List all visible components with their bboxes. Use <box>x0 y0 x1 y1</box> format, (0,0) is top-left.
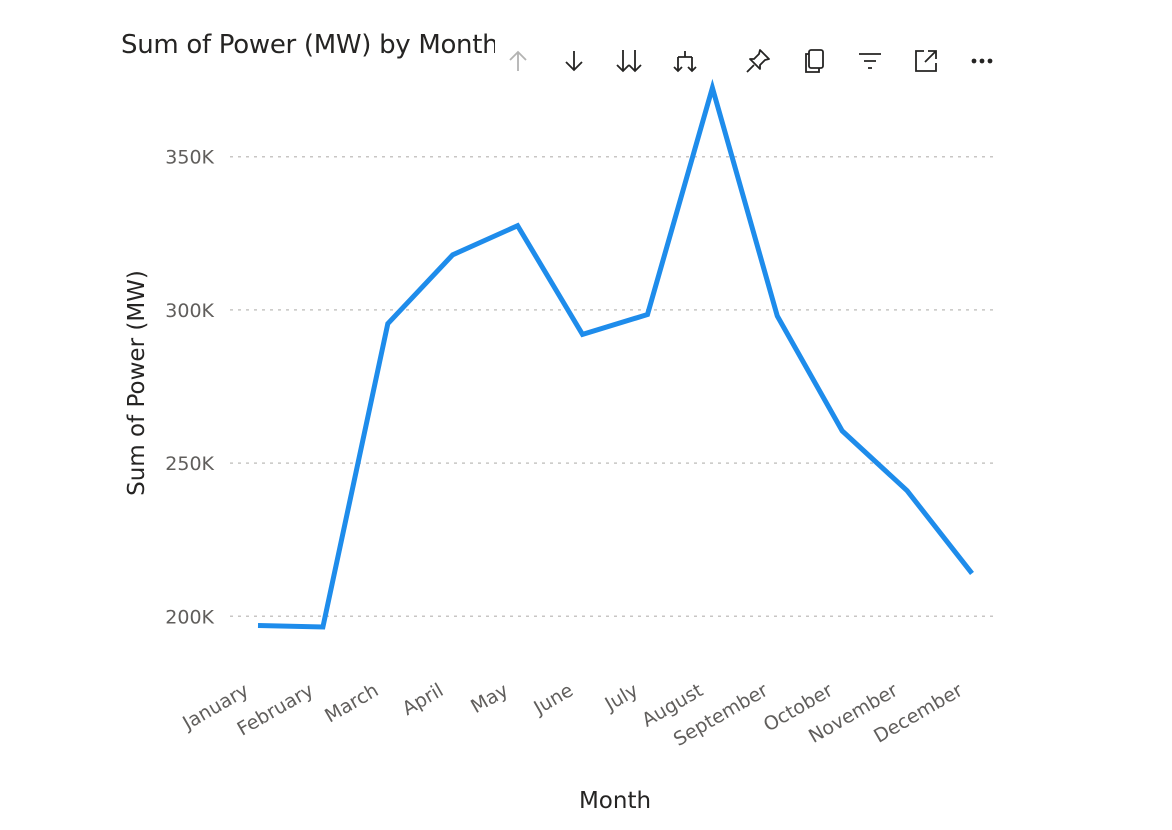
data-point[interactable] <box>512 220 524 232</box>
data-point[interactable] <box>447 249 459 261</box>
drill-up-button[interactable] <box>501 44 535 78</box>
gridlines <box>230 155 996 618</box>
filter-icon <box>859 53 881 69</box>
x-tick-label: March <box>321 679 382 727</box>
copy-icon <box>805 49 824 73</box>
drill-down-button[interactable] <box>557 44 591 78</box>
y-tick-label: 350K <box>165 147 214 169</box>
data-point[interactable] <box>577 328 589 340</box>
x-tick-label: April <box>399 679 448 720</box>
visual-title: Sum of Power (MW) by Month <box>121 30 495 60</box>
x-tick-label: May <box>467 679 512 718</box>
data-point[interactable] <box>771 310 783 322</box>
y-axis-title: Sum of Power (MW) <box>124 270 150 496</box>
more-options-button[interactable] <box>965 44 999 78</box>
focus-mode-button[interactable] <box>909 44 943 78</box>
expand-hierarchy-icon <box>673 51 697 73</box>
next-level-icon <box>616 50 642 73</box>
focus-mode-icon <box>915 50 937 72</box>
series-lines <box>252 78 978 633</box>
next-level-button[interactable] <box>612 44 646 78</box>
x-tick-label: June <box>529 679 577 719</box>
y-tick-label: 250K <box>165 453 214 475</box>
pin-icon <box>746 49 770 73</box>
y-tick-label: 200K <box>165 606 214 628</box>
data-point[interactable] <box>641 309 653 321</box>
series-line[interactable] <box>257 78 974 630</box>
visual-header-toolbar <box>0 0 1172 100</box>
data-point[interactable] <box>836 425 848 437</box>
copy-visual-button[interactable] <box>797 44 831 78</box>
filter-button[interactable] <box>853 44 887 78</box>
data-point[interactable] <box>382 318 394 330</box>
drill-up-icon <box>509 50 527 71</box>
x-tick-label: July <box>600 679 641 716</box>
data-point[interactable] <box>901 485 913 497</box>
expand-hierarchy-button[interactable] <box>668 44 702 78</box>
y-axis-tick-labels: 200K 250K 300K 350K <box>165 147 214 629</box>
y-tick-label: 300K <box>165 300 214 322</box>
more-options-icon <box>971 58 993 64</box>
drill-down-icon <box>565 51 583 72</box>
x-axis-title: Month <box>579 788 651 814</box>
data-point[interactable] <box>966 567 978 579</box>
pin-visual-button[interactable] <box>741 44 775 78</box>
data-point[interactable] <box>317 621 329 633</box>
data-point[interactable] <box>252 619 264 631</box>
data-point[interactable] <box>706 82 718 94</box>
